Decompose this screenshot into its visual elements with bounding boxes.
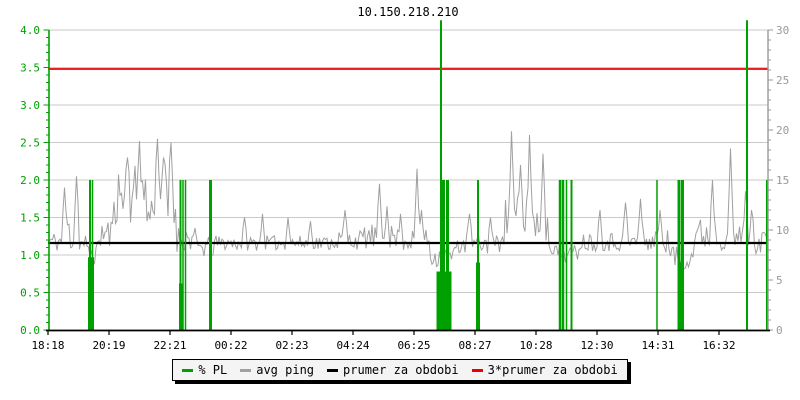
axis-labels: 0.0 0.5 1.0 1.5 2.0 2.5 3.0 3.5 4.0 0 5 10 15 20 25 30 1… (20, 24, 789, 352)
svg-text:3.5: 3.5 (20, 62, 40, 75)
svg-text:22:21: 22:21 (153, 339, 186, 352)
avg-ping-trace (47, 131, 767, 273)
svg-text:20:19: 20:19 (92, 339, 125, 352)
svg-text:15: 15 (776, 174, 789, 187)
svg-text:14:31: 14:31 (641, 339, 674, 352)
svg-text:10: 10 (776, 224, 789, 237)
packet-loss-bars (88, 20, 768, 330)
svg-text:04:24: 04:24 (336, 339, 369, 352)
svg-text:2.5: 2.5 (20, 137, 40, 150)
svg-text:08:27: 08:27 (458, 339, 491, 352)
svg-text:25: 25 (776, 74, 789, 87)
period-avg-color-swatch-icon (327, 368, 339, 372)
svg-text:5: 5 (776, 274, 783, 287)
ping-graph-canvas: 10.150.218.210 0.0 0.5 1.0 1.5 2.0 2.5 3.0 3.5 4… (20, 5, 789, 352)
svg-text:12:30: 12:30 (580, 339, 613, 352)
legend-item-avg-ping: avg ping (240, 363, 314, 377)
legend: % PL avg ping prumer za obdobi 3*prumer … (0, 359, 800, 381)
svg-text:02:23: 02:23 (275, 339, 308, 352)
svg-text:0.5: 0.5 (20, 287, 40, 300)
legend-item-3x-avg: 3*prumer za obdobi (471, 363, 618, 377)
svg-text:18:18: 18:18 (31, 339, 64, 352)
svg-text:0.0: 0.0 (20, 324, 40, 337)
svg-text:10:28: 10:28 (519, 339, 552, 352)
svg-text:06:25: 06:25 (397, 339, 430, 352)
svg-text:16:32: 16:32 (702, 339, 735, 352)
svg-text:20: 20 (776, 124, 789, 137)
legend-label-pl: % PL (198, 363, 228, 377)
legend-box: % PL avg ping prumer za obdobi 3*prumer … (172, 359, 628, 381)
legend-label-period-avg: prumer za obdobi (343, 363, 459, 377)
pl-color-swatch-icon (182, 368, 194, 372)
legend-label-3x-avg: 3*prumer za obdobi (487, 363, 618, 377)
legend-item-pl: % PL (182, 363, 227, 377)
svg-text:4.0: 4.0 (20, 24, 40, 37)
legend-item-period-avg: prumer za obdobi (327, 363, 459, 377)
avg-ping-color-swatch-icon (240, 368, 252, 372)
svg-text:30: 30 (776, 24, 789, 37)
svg-text:00:22: 00:22 (214, 339, 247, 352)
svg-text:2.0: 2.0 (20, 174, 40, 187)
svg-text:0: 0 (776, 324, 783, 337)
gridlines (48, 29, 768, 331)
legend-label-avg-ping: avg ping (256, 363, 315, 377)
axes-and-ticks (43, 29, 773, 335)
svg-text:3.0: 3.0 (20, 99, 40, 112)
three-x-avg-color-swatch-icon (471, 368, 483, 372)
graph-title: 10.150.218.210 (357, 5, 458, 19)
svg-text:1.0: 1.0 (20, 249, 40, 262)
svg-text:1.5: 1.5 (20, 212, 40, 225)
